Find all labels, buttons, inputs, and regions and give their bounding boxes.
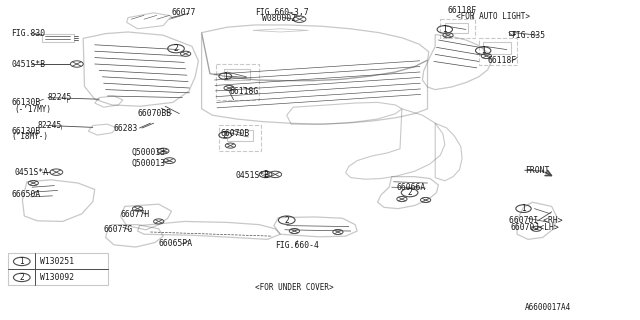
Text: 66650A: 66650A [12, 190, 41, 199]
Text: 2: 2 [407, 188, 412, 197]
Text: 1: 1 [442, 25, 447, 34]
Text: 1: 1 [481, 46, 486, 55]
Text: (-’17MY): (-’17MY) [14, 105, 51, 114]
Text: 66130B: 66130B [12, 98, 41, 107]
Text: 1: 1 [223, 72, 228, 81]
Text: 66118F: 66118F [488, 56, 517, 65]
Text: 66118F: 66118F [448, 6, 477, 15]
Text: 2: 2 [19, 273, 24, 282]
Text: 66077: 66077 [172, 8, 196, 17]
Text: 66070I <RH>: 66070I <RH> [509, 216, 563, 225]
Text: Q500013: Q500013 [131, 159, 165, 168]
Text: Q500013: Q500013 [131, 148, 165, 156]
Text: <FOR UNDER COVER>: <FOR UNDER COVER> [255, 283, 333, 292]
Text: 66070B: 66070B [221, 129, 250, 138]
Text: 66070J<LH>: 66070J<LH> [511, 223, 559, 232]
Text: FRONT: FRONT [525, 166, 549, 175]
Text: 2: 2 [263, 170, 268, 179]
Text: 0451S*B: 0451S*B [236, 171, 269, 180]
Text: 66077G: 66077G [104, 225, 133, 234]
Text: 66070BB: 66070BB [138, 109, 172, 118]
Text: FIG.830: FIG.830 [12, 29, 45, 38]
Text: 66118G: 66118G [229, 87, 259, 96]
Text: FIG.835: FIG.835 [511, 31, 545, 40]
Text: 82245: 82245 [37, 121, 61, 130]
Text: 2: 2 [173, 44, 179, 53]
Bar [509, 31, 514, 35]
Text: 1: 1 [521, 204, 526, 213]
Text: 66065PA: 66065PA [159, 239, 193, 248]
Text: 66066A: 66066A [397, 183, 426, 192]
Text: 2: 2 [223, 131, 228, 140]
Text: 66283: 66283 [114, 124, 138, 132]
Text: 82245: 82245 [48, 93, 72, 102]
Text: A6600017A4: A6600017A4 [525, 303, 571, 312]
Text: W080002: W080002 [262, 14, 296, 23]
Text: FIG.660-3,7: FIG.660-3,7 [255, 8, 308, 17]
Text: 0451S*B: 0451S*B [12, 60, 45, 68]
Text: 0451S*A: 0451S*A [14, 168, 48, 177]
Text: 1: 1 [19, 257, 24, 266]
Text: FIG.660-4: FIG.660-4 [275, 241, 319, 250]
Text: W130251: W130251 [40, 257, 74, 266]
Text: 66077H: 66077H [120, 210, 150, 219]
Text: 2: 2 [284, 216, 289, 225]
Text: 66130B: 66130B [12, 127, 41, 136]
Text: W130092: W130092 [40, 273, 74, 282]
Text: <FOR AUTO LIGHT>: <FOR AUTO LIGHT> [456, 12, 530, 20]
Text: (’18MY-): (’18MY-) [12, 132, 49, 141]
